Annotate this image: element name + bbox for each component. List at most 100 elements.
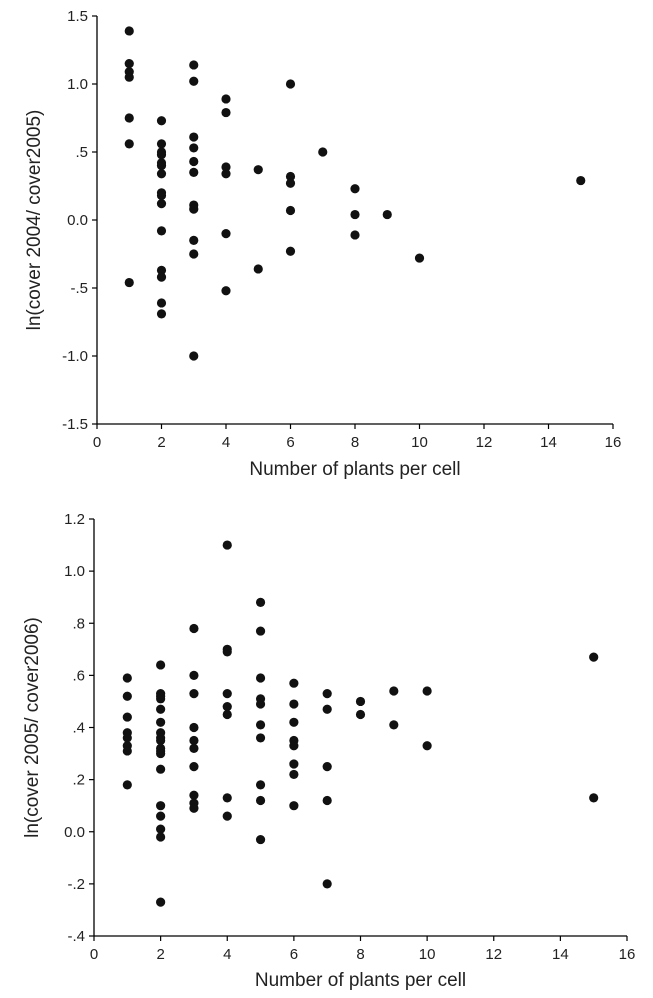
data-point <box>289 699 299 709</box>
data-point <box>255 597 266 607</box>
data-point <box>318 147 328 157</box>
data-point <box>189 132 199 142</box>
data-point <box>189 249 199 259</box>
data-point <box>322 704 332 714</box>
data-point <box>389 686 399 696</box>
data-point <box>156 811 166 821</box>
data-point <box>221 107 231 118</box>
data-point <box>156 748 166 759</box>
data-point <box>414 253 425 263</box>
data-point <box>255 780 266 790</box>
y-tick-label: -.4 <box>67 928 85 945</box>
data-point <box>156 309 167 319</box>
data-point <box>222 709 232 720</box>
data-point <box>221 94 231 104</box>
data-point <box>189 735 199 746</box>
data-point <box>156 824 166 834</box>
y-tick-label: 0.0 <box>64 824 85 841</box>
y-tick-label: 0.0 <box>67 212 88 229</box>
data-point <box>156 660 166 670</box>
data-point <box>156 801 166 811</box>
data-point <box>222 793 232 803</box>
data-point <box>382 209 392 220</box>
data-point <box>156 199 167 209</box>
data-point <box>222 689 232 699</box>
data-point <box>289 759 299 769</box>
data-point <box>189 623 199 634</box>
data-point <box>156 717 166 727</box>
data-point <box>189 167 199 177</box>
data-point <box>222 647 232 657</box>
data-point <box>221 229 231 239</box>
data-point <box>350 184 360 194</box>
data-point <box>221 169 231 179</box>
data-point <box>350 230 360 240</box>
data-point <box>124 26 134 36</box>
data-point <box>255 720 266 730</box>
data-point <box>122 691 132 701</box>
data-point <box>156 764 166 774</box>
data-point <box>124 113 134 123</box>
data-point <box>389 720 399 730</box>
x-tick-label: 12 <box>485 946 502 963</box>
y-tick-label: .4 <box>72 720 85 737</box>
data-point <box>122 746 132 756</box>
data-point <box>285 178 296 188</box>
x-tick-label: 16 <box>619 946 636 963</box>
data-point <box>189 60 199 70</box>
data-point <box>189 351 199 361</box>
data-point <box>189 235 199 245</box>
data-point <box>322 761 332 772</box>
data-point <box>576 175 586 186</box>
data-point <box>189 143 199 153</box>
data-point <box>189 204 199 214</box>
data-point <box>255 673 266 683</box>
data-point <box>422 741 432 751</box>
x-tick-label: 0 <box>90 946 98 963</box>
x-tick-label: 8 <box>351 434 359 451</box>
data-point <box>156 169 167 179</box>
y-tick-label: .6 <box>72 667 85 684</box>
data-point <box>285 79 296 89</box>
data-point <box>222 811 232 821</box>
scatter-chart-top: -1.5 -1.0 -.5 0.0 .5 1.0 1.5 0 2 4 6 8 10 12 14 16 Numbe… <box>24 8 621 480</box>
y-tick-label: 1.0 <box>67 76 88 93</box>
data-point <box>285 205 296 216</box>
y-tick-label: 1.5 <box>67 8 88 25</box>
x-tick-label: 10 <box>411 434 428 451</box>
data-point <box>122 712 132 722</box>
data-point <box>289 801 299 811</box>
y-axis-title: ln(cover 2004/ cover2005) <box>24 110 45 331</box>
data-point <box>355 709 366 720</box>
data-point <box>122 733 132 743</box>
x-tick-label: 12 <box>476 434 493 451</box>
data-point <box>156 161 167 171</box>
data-point <box>189 761 199 772</box>
data-point <box>255 699 266 709</box>
data-point <box>221 286 231 296</box>
data-point <box>222 702 232 712</box>
data-point <box>322 795 332 806</box>
scatter-chart-bottom: -.4 -.2 0.0 .2 .4 .6 .8 1.0 1.2 0 2 4 6 8 10 12 14 16 Numb… <box>22 511 636 991</box>
x-tick-label: 4 <box>222 434 230 451</box>
data-point <box>156 694 166 704</box>
x-tick-label: 2 <box>156 946 164 963</box>
data-point <box>422 686 432 696</box>
x-tick-label: 10 <box>419 946 436 963</box>
data-point <box>156 735 166 746</box>
data-point <box>156 704 166 714</box>
data-point <box>289 769 299 780</box>
y-tick-label: 1.0 <box>64 563 85 580</box>
y-tick-label: -.5 <box>70 280 88 297</box>
data-point <box>122 673 132 683</box>
x-axis-title: Number of plants per cell <box>249 459 460 480</box>
data-point <box>350 209 360 220</box>
data-point <box>255 733 266 743</box>
data-point <box>189 156 199 167</box>
data-point <box>156 832 166 842</box>
data-point <box>124 139 134 149</box>
data-point <box>156 139 167 149</box>
data-point <box>156 226 167 236</box>
data-point <box>253 165 263 175</box>
